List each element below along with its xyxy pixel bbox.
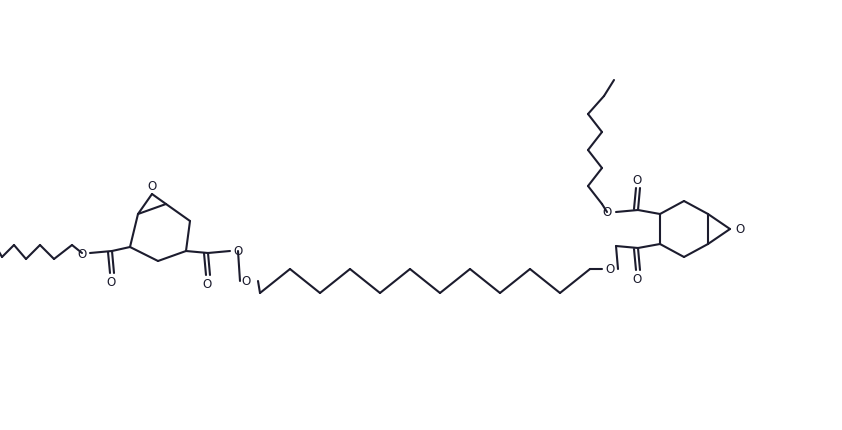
Text: O: O: [106, 276, 115, 289]
Text: O: O: [735, 223, 744, 236]
Text: O: O: [605, 263, 615, 276]
Text: O: O: [632, 173, 642, 186]
Text: O: O: [202, 278, 211, 291]
Text: O: O: [632, 273, 642, 286]
Text: O: O: [242, 275, 251, 288]
Text: O: O: [147, 180, 157, 193]
Text: O: O: [77, 247, 87, 260]
Text: O: O: [602, 206, 611, 219]
Text: O: O: [233, 245, 242, 258]
